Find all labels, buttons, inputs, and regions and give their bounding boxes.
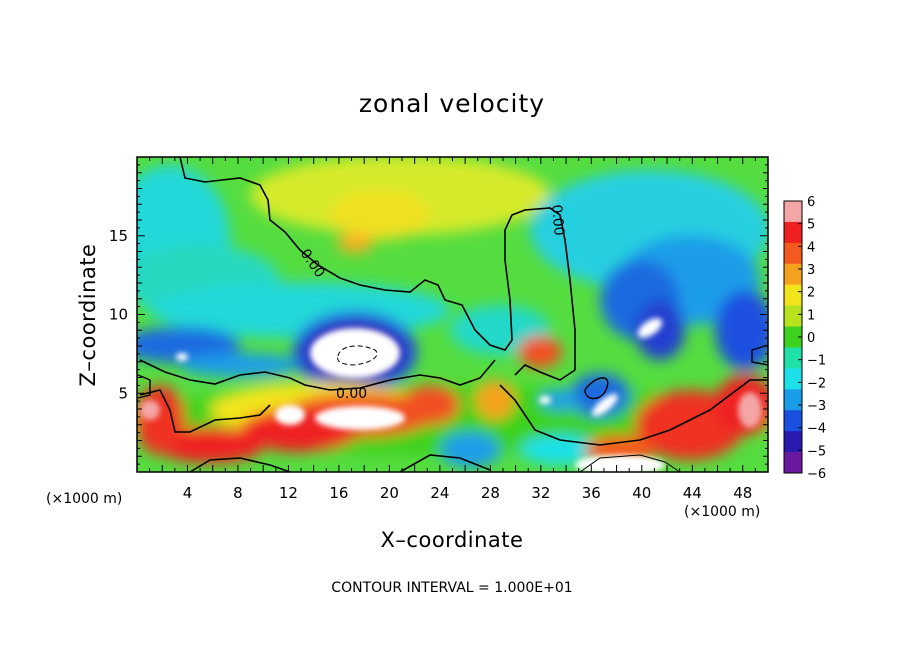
chart-title: zonal velocity bbox=[359, 89, 545, 118]
colorbar-swatch bbox=[784, 431, 802, 453]
colorbar-label: 4 bbox=[807, 240, 815, 255]
contour-label: 0.00 bbox=[548, 204, 567, 236]
colorbar-label: −4 bbox=[807, 422, 826, 437]
colorbar-label: −6 bbox=[807, 467, 826, 482]
contour-interval-note: CONTOUR INTERVAL = 1.000E+01 bbox=[331, 580, 572, 596]
colorbar-swatch bbox=[784, 242, 802, 265]
y-tick-label: 5 bbox=[118, 384, 128, 402]
colorbar-label: −5 bbox=[807, 444, 826, 459]
colorbar-swatch bbox=[784, 221, 802, 244]
colorbar-label: 3 bbox=[807, 263, 815, 278]
colorbar-swatch bbox=[784, 284, 802, 307]
x-axis-unit-left: (×1000 m) bbox=[46, 491, 122, 507]
x-tick-label: 16 bbox=[329, 484, 348, 502]
colorbar-swatch bbox=[784, 410, 802, 432]
heatmap-field bbox=[137, 157, 768, 472]
x-tick-label: 48 bbox=[733, 484, 752, 502]
x-axis-label: X–coordinate bbox=[381, 528, 524, 552]
y-axis-label: Z–coordinate bbox=[76, 244, 100, 387]
colorbar-label: −3 bbox=[807, 399, 826, 414]
x-tick-label: 28 bbox=[481, 484, 500, 502]
colorbar-label: −1 bbox=[807, 354, 826, 369]
colorbar-label: −2 bbox=[807, 376, 826, 391]
x-tick-label: 20 bbox=[380, 484, 399, 502]
colorbar-swatch bbox=[784, 347, 802, 369]
x-axis-unit-right: (×1000 m) bbox=[684, 504, 760, 520]
x-tick-label: 40 bbox=[632, 484, 651, 502]
colorbar-label: 2 bbox=[807, 286, 815, 301]
colorbar: 6 5 4 3 2 1 0 −1 −2 −3 −4 −5 −6 bbox=[783, 195, 826, 482]
x-tick-label: 44 bbox=[683, 484, 702, 502]
contour-label: 0.00 bbox=[336, 386, 367, 402]
x-tick-label: 12 bbox=[279, 484, 298, 502]
x-tick-label: 32 bbox=[531, 484, 550, 502]
colorbar-swatch bbox=[784, 326, 802, 348]
colorbar-swatch bbox=[784, 201, 802, 223]
y-tick-label: 15 bbox=[109, 227, 128, 245]
x-axis: 4 8 12 16 20 24 28 32 36 40 44 48 bbox=[149, 157, 756, 502]
y-axis: 5 10 15 bbox=[109, 164, 768, 465]
x-tick-label: 24 bbox=[430, 484, 449, 502]
colorbar-label: 6 bbox=[807, 195, 815, 210]
x-tick-label: 4 bbox=[183, 484, 193, 502]
x-tick-label: 8 bbox=[233, 484, 243, 502]
colorbar-swatch bbox=[784, 389, 802, 411]
colorbar-label: 1 bbox=[807, 308, 815, 323]
colorbar-label: 0 bbox=[807, 331, 815, 346]
colorbar-label: 5 bbox=[807, 218, 815, 233]
colorbar-swatch bbox=[784, 263, 802, 286]
colorbar-swatch bbox=[784, 452, 802, 474]
colorbar-swatch bbox=[784, 305, 802, 327]
colorbar-swatch bbox=[784, 368, 802, 390]
y-tick-label: 10 bbox=[109, 306, 128, 324]
x-tick-label: 36 bbox=[582, 484, 601, 502]
